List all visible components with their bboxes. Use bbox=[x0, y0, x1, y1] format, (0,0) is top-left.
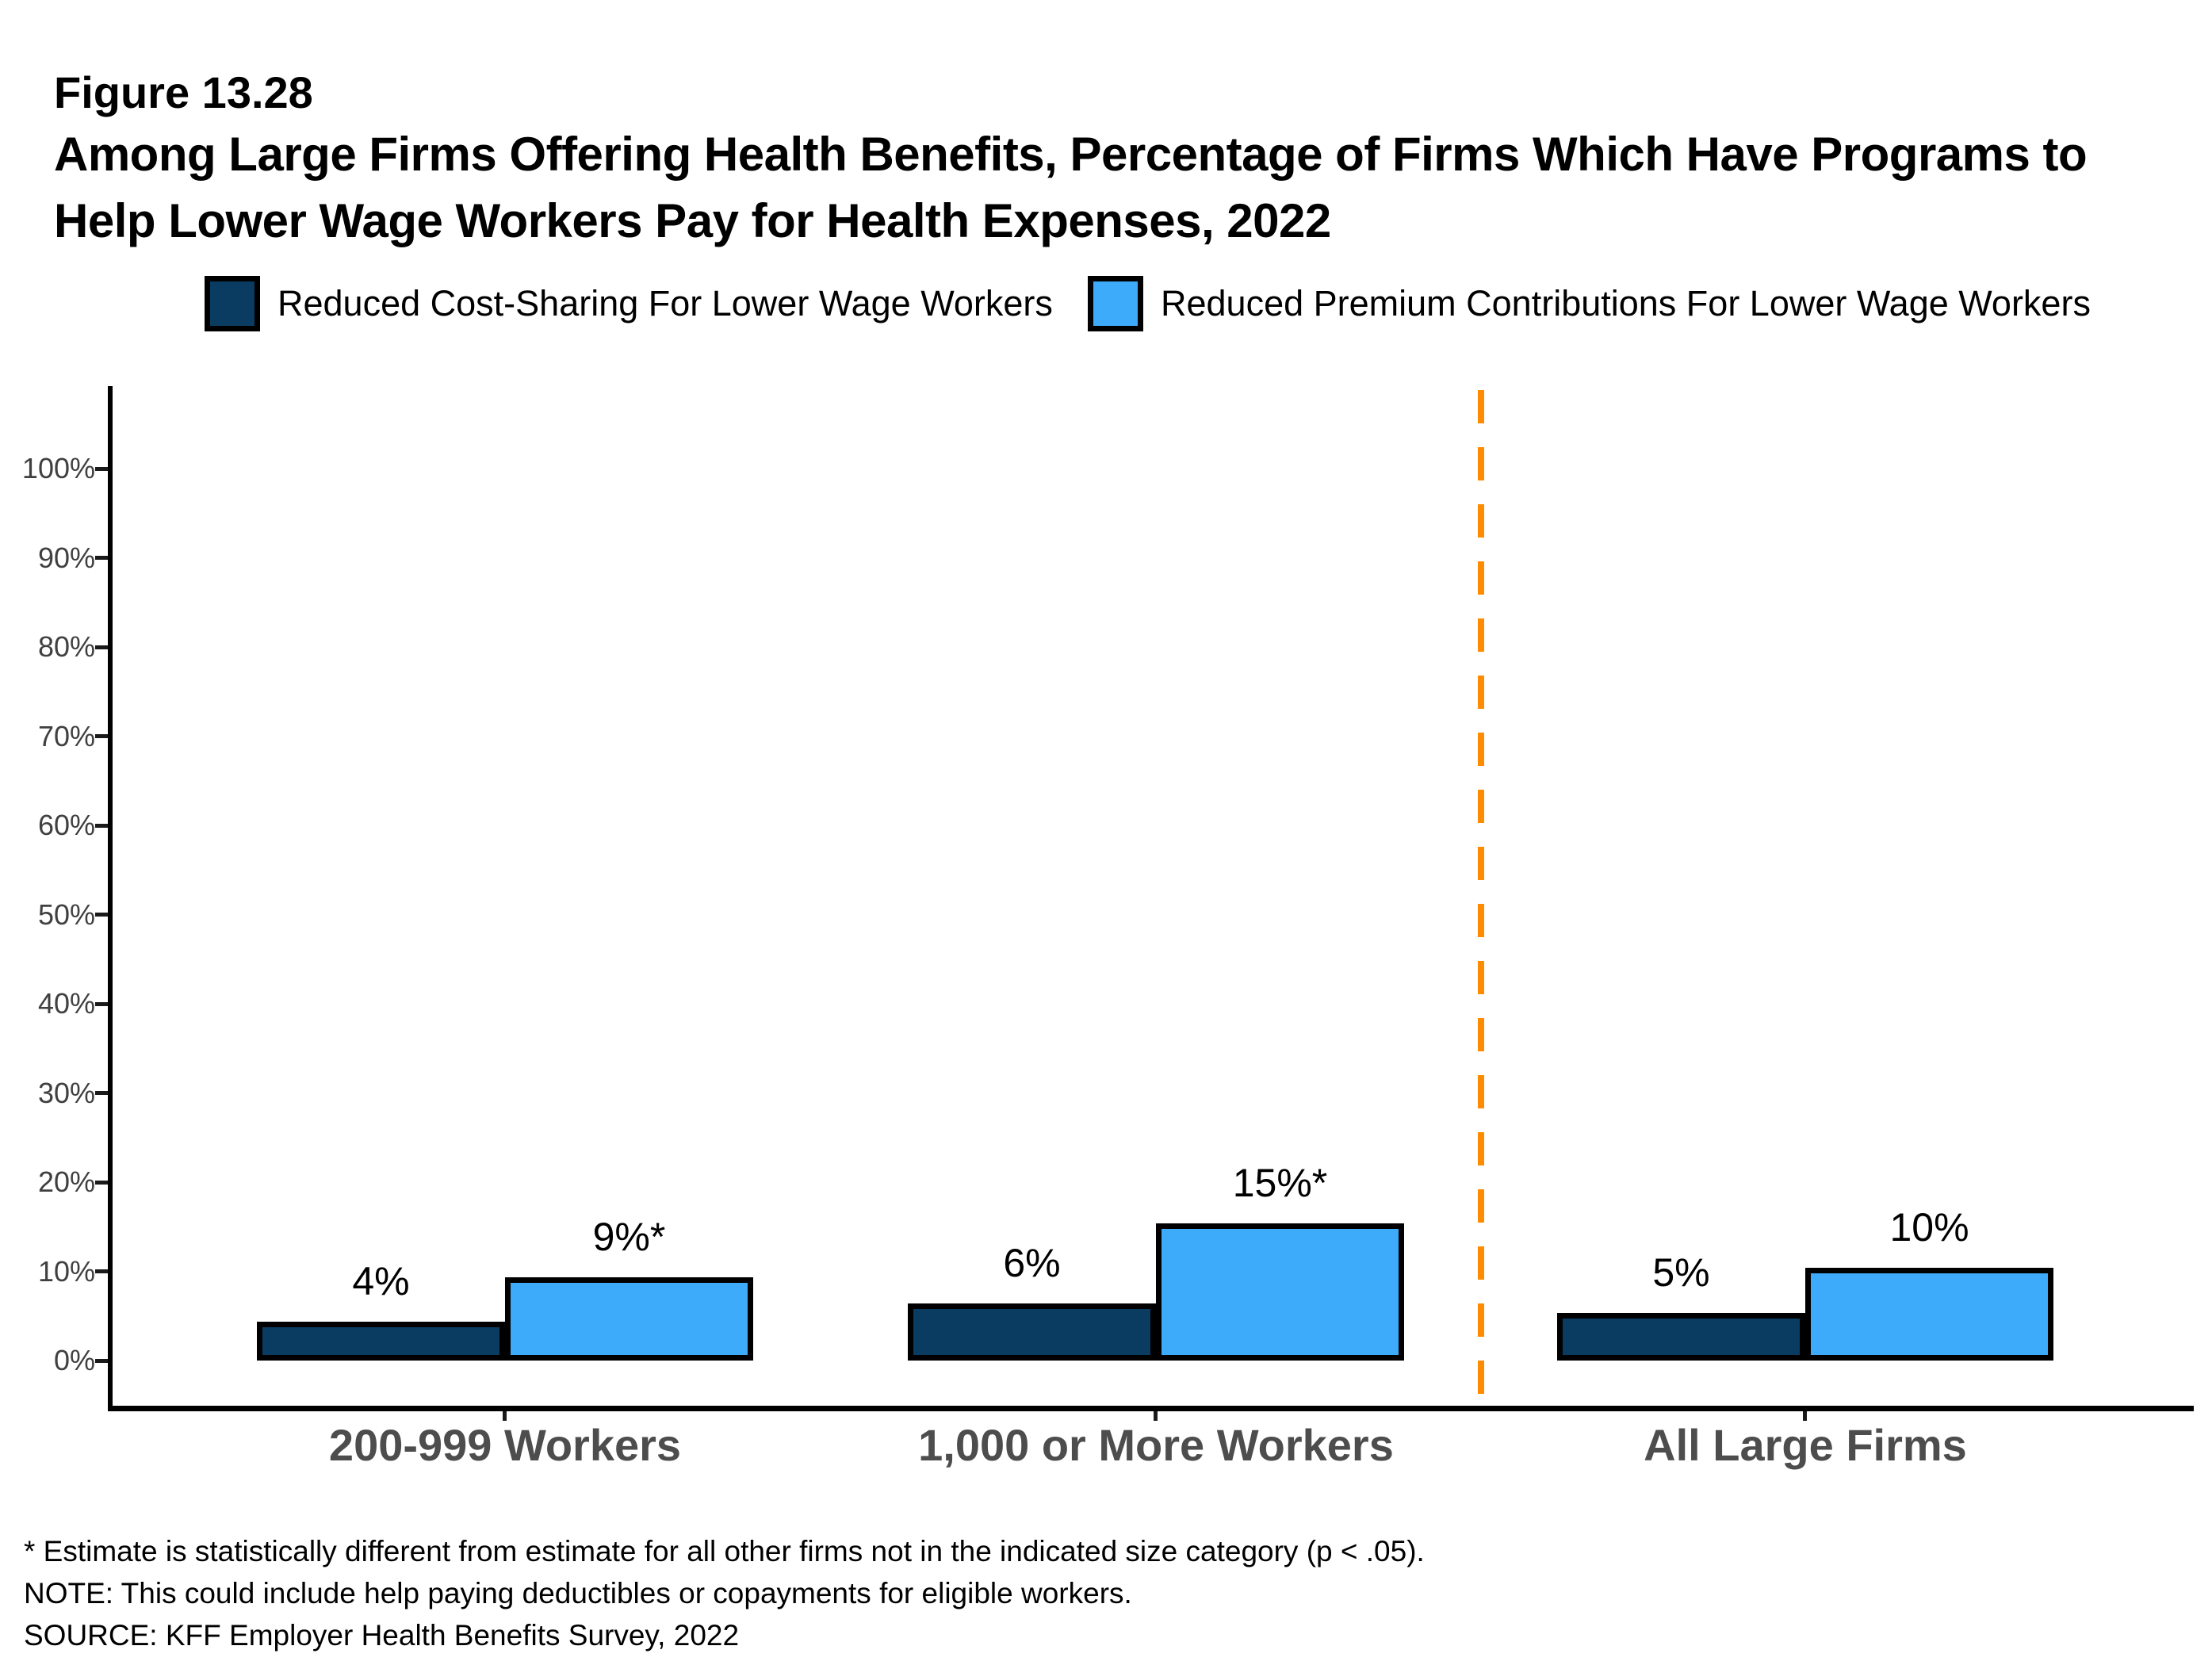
legend-swatch-cost-sharing bbox=[205, 276, 260, 331]
y-axis-tick bbox=[95, 1091, 108, 1095]
x-axis-line bbox=[108, 1406, 2194, 1411]
y-axis-tick bbox=[95, 467, 108, 471]
y-axis-tick-label: 30% bbox=[37, 1077, 95, 1109]
y-axis-tick bbox=[95, 913, 108, 917]
y-axis-tick-label: 50% bbox=[37, 898, 95, 931]
figure-number: Figure 13.28 bbox=[54, 67, 313, 117]
bar-reduced-cost-sharing bbox=[908, 1303, 1156, 1361]
y-axis-tick bbox=[95, 1269, 108, 1273]
footnotes: * Estimate is statistically different fr… bbox=[24, 1530, 1425, 1656]
y-axis-line bbox=[108, 386, 113, 1411]
bar-value-label: 6% bbox=[1003, 1241, 1061, 1285]
bar-reduced-cost-sharing bbox=[257, 1322, 505, 1361]
legend-label-premium-contributions: Reduced Premium Contributions For Lower … bbox=[1161, 283, 2091, 323]
y-axis-tick bbox=[95, 734, 108, 738]
bar-value-label: 10% bbox=[1889, 1205, 1969, 1250]
y-axis-tick-label: 10% bbox=[37, 1255, 95, 1288]
y-axis-tick bbox=[95, 556, 108, 560]
y-axis-tick bbox=[95, 1359, 108, 1363]
legend-swatch-premium-contributions bbox=[1088, 276, 1143, 331]
y-axis-tick-label: 70% bbox=[37, 720, 95, 752]
bar-reduced-cost-sharing bbox=[1557, 1313, 1805, 1361]
y-axis-tick-label: 100% bbox=[21, 452, 95, 484]
legend-item-cost-sharing: Reduced Cost-Sharing For Lower Wage Work… bbox=[205, 275, 1053, 332]
y-axis-tick bbox=[95, 1181, 108, 1185]
category-label: 200-999 Workers bbox=[328, 1420, 682, 1470]
y-axis-tick-label: 90% bbox=[37, 542, 95, 574]
y-axis-tick bbox=[95, 1002, 108, 1006]
chart-title-line-2: Help Lower Wage Workers Pay for Health E… bbox=[54, 194, 1331, 247]
x-axis-tick bbox=[1803, 1411, 1807, 1421]
footnote-source: SOURCE: KFF Employer Health Benefits Sur… bbox=[24, 1619, 740, 1652]
y-axis-tick bbox=[95, 645, 108, 649]
bar-reduced-premium-contributions bbox=[505, 1277, 753, 1361]
footnote-note: NOTE: This could include help paying ded… bbox=[24, 1577, 1132, 1610]
bar-value-label: 15%* bbox=[1232, 1161, 1328, 1205]
bar-reduced-premium-contributions bbox=[1156, 1223, 1404, 1361]
legend-item-premium-contributions: Reduced Premium Contributions For Lower … bbox=[1088, 275, 2091, 332]
y-axis-tick bbox=[95, 824, 108, 828]
chart-title-line-1: Among Large Firms Offering Health Benefi… bbox=[54, 128, 2088, 181]
bar-value-label: 9%* bbox=[592, 1215, 666, 1259]
footnote-significance: * Estimate is statistically different fr… bbox=[24, 1535, 1425, 1567]
y-axis-tick-label: 60% bbox=[37, 809, 95, 841]
category-label: 1,000 or More Workers bbox=[918, 1420, 1394, 1470]
y-axis-tick-label: 80% bbox=[37, 630, 95, 663]
bar-value-label: 5% bbox=[1652, 1250, 1710, 1295]
x-axis-tick bbox=[503, 1411, 507, 1421]
y-axis-tick-label: 20% bbox=[37, 1166, 95, 1198]
y-axis-tick-label: 0% bbox=[53, 1344, 95, 1376]
category-label: All Large Firms bbox=[1644, 1420, 1967, 1470]
bar-reduced-premium-contributions bbox=[1805, 1268, 2053, 1361]
y-axis-tick-label: 40% bbox=[37, 987, 95, 1020]
x-axis-tick bbox=[1154, 1411, 1158, 1421]
separator-dashed-line bbox=[1478, 390, 1484, 1406]
legend-label-cost-sharing: Reduced Cost-Sharing For Lower Wage Work… bbox=[277, 283, 1053, 323]
bar-value-label: 4% bbox=[352, 1259, 410, 1303]
